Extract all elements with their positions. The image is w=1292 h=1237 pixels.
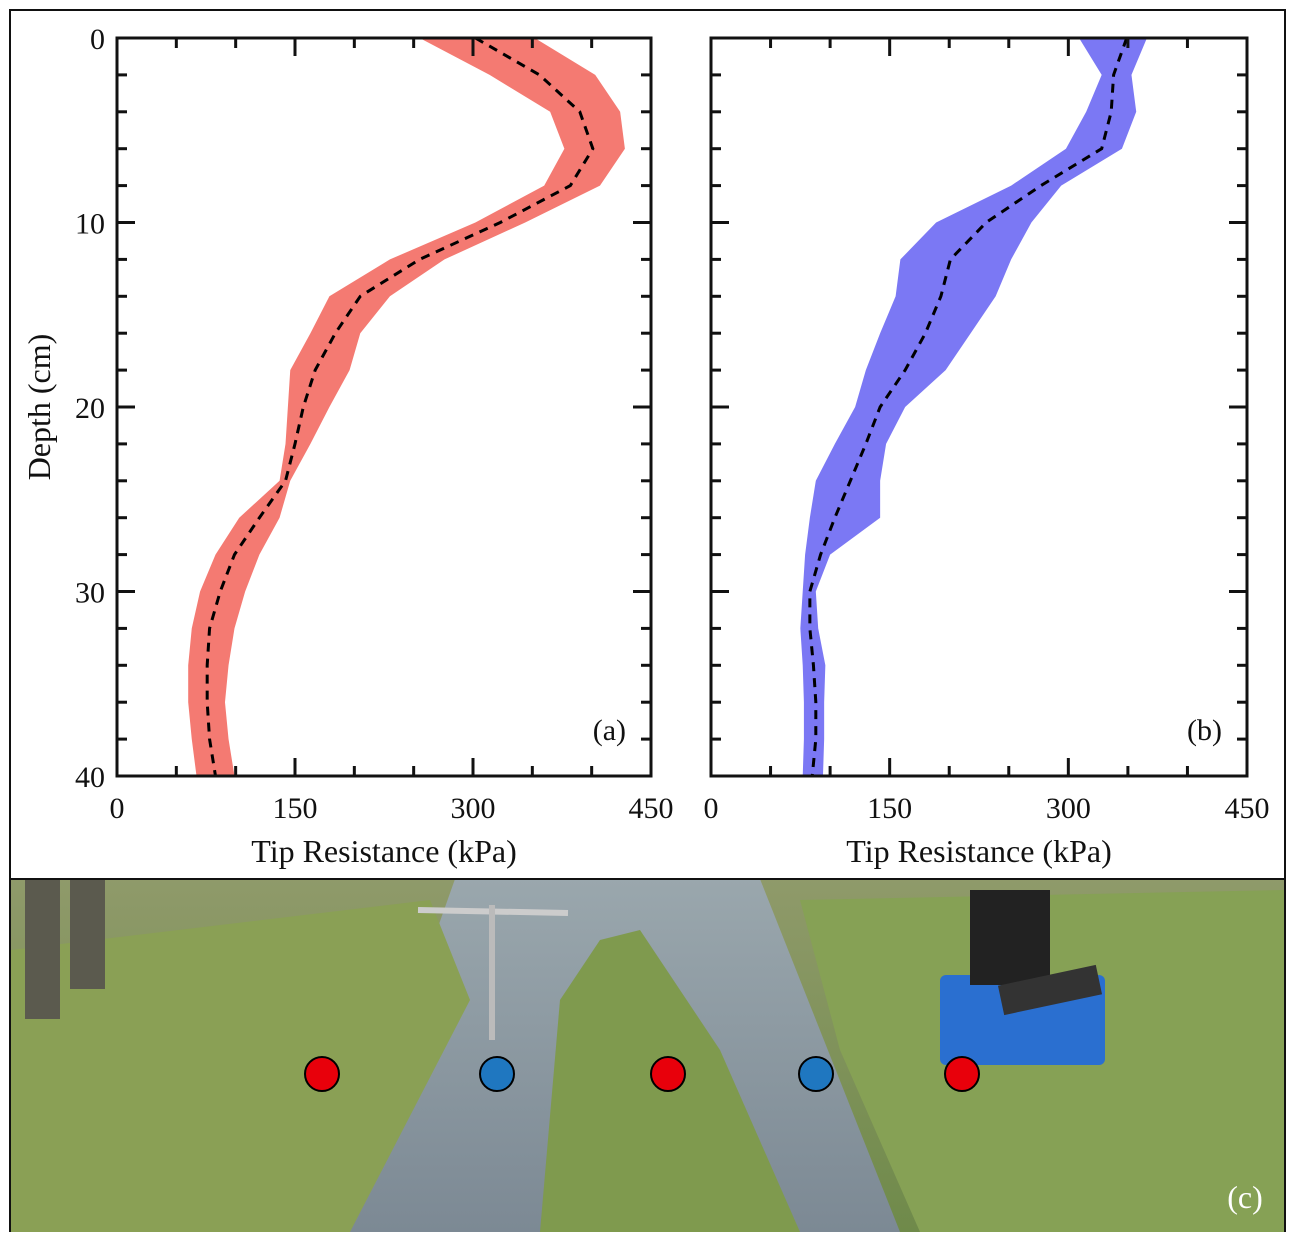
laptop (997, 964, 1103, 1016)
band-area (188, 38, 625, 776)
x-axis-label: Tip Resistance (kPa) (846, 833, 1111, 869)
panel: 0 150 300 450 0 10 20 30 40 Tip Resistance (kPa) D… (21, 23, 674, 869)
marker-red (650, 1056, 686, 1092)
band-area (800, 38, 1147, 776)
x-tick-label: 0 (704, 792, 719, 825)
marker-blue (798, 1056, 834, 1092)
y-axis-label: Depth (cm) (21, 334, 57, 481)
boot-right (70, 879, 105, 989)
x-tick-label: 300 (1046, 792, 1091, 825)
marker-red (944, 1056, 980, 1092)
boot-left (25, 879, 60, 1019)
panel-label: (a) (593, 714, 626, 747)
marker-red (304, 1056, 340, 1092)
x-tick-label: 300 (451, 792, 496, 825)
panel-label: (b) (1187, 714, 1222, 747)
panel: 0 150 300 450 Tip Resistance (kPa) (b) (704, 36, 1270, 869)
plot-frame (709, 36, 1249, 778)
marker-blue (479, 1056, 515, 1092)
x-tick-label: 450 (1225, 792, 1270, 825)
bag (970, 890, 1050, 985)
mean-line (808, 37, 1129, 777)
x-axis-label: Tip Resistance (kPa) (251, 833, 516, 869)
y-tick-label: 0 (90, 23, 105, 56)
x-tick-label: 150 (867, 792, 912, 825)
photo: (c) (11, 879, 1284, 1232)
photo-label: (c) (1227, 1179, 1263, 1215)
x-tick-label: 150 (273, 792, 318, 825)
y-tick-label: 10 (75, 208, 105, 241)
y-tick-label: 30 (75, 577, 105, 610)
x-tick-label: 450 (629, 792, 674, 825)
x-tick-label: 0 (110, 792, 125, 825)
y-tick-label: 20 (75, 392, 105, 425)
grass-left (11, 900, 470, 1232)
y-tick-label: 40 (75, 761, 105, 794)
mean-line (205, 36, 595, 777)
